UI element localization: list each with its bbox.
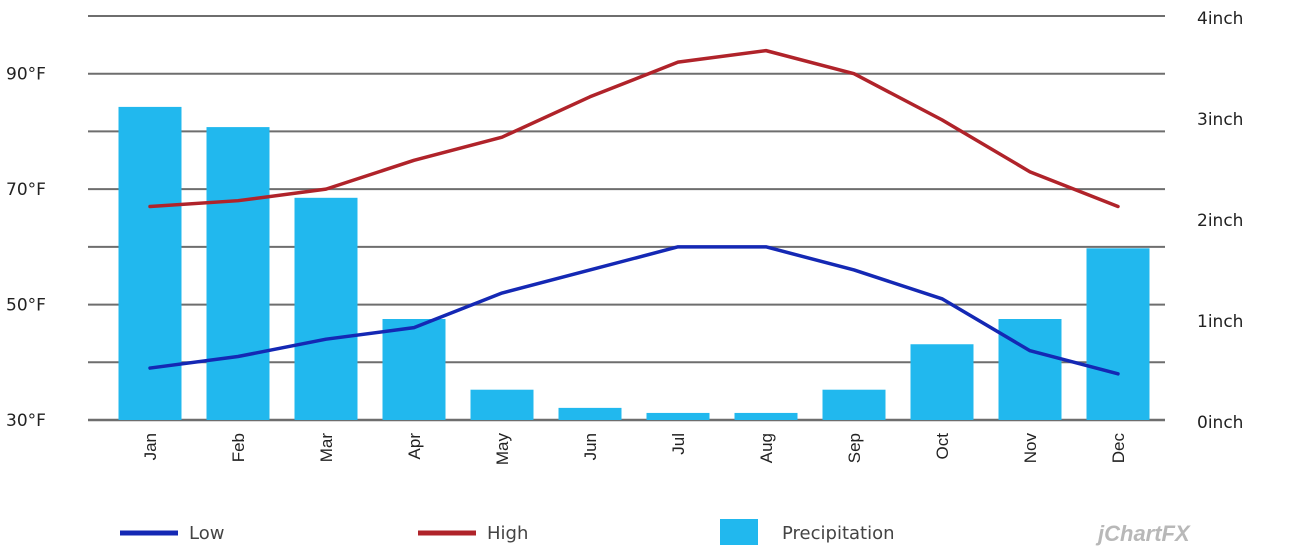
temperature-lines — [148, 48, 1120, 376]
bar-precipitation-oct — [910, 344, 974, 420]
line-high — [148, 48, 1120, 209]
x-tick-label: Oct — [933, 433, 952, 460]
x-tick-label: Nov — [1021, 433, 1040, 464]
bar-precipitation-nov — [998, 319, 1062, 420]
left-tick-label: 70°F — [6, 180, 46, 200]
x-tick-label: Dec — [1109, 433, 1128, 464]
left-tick-label: 50°F — [6, 296, 46, 316]
precipitation-bars — [118, 106, 1150, 421]
x-axis-ticks: Jan Feb Mar Apr May Jun Jul Aug Sep Oct Nov Dec — [141, 433, 1128, 466]
legend: Low High Precipitation — [120, 519, 895, 545]
left-tick-label: 30°F — [6, 411, 46, 431]
right-tick-label: 0inch — [1197, 413, 1243, 433]
jchartfx-logo: jChartFX — [1095, 521, 1191, 546]
x-tick-label: May — [493, 433, 512, 466]
bar-precipitation-jun — [558, 407, 622, 420]
right-tick-label: 2inch — [1197, 211, 1243, 231]
bar-precipitation-sep — [822, 389, 886, 420]
bar-precipitation-dec — [1086, 248, 1150, 420]
bar-precipitation-jul — [646, 412, 710, 420]
x-tick-label: Jun — [581, 433, 600, 460]
right-axis-ticks: 0inch 1inch 2inch 3inch 4inch — [1197, 9, 1243, 433]
bar-precipitation-jan — [118, 106, 182, 421]
left-tick-label: 90°F — [6, 65, 46, 85]
legend-label-high: High — [487, 523, 528, 544]
bar-precipitation-mar — [294, 197, 358, 420]
bar-precipitation-apr — [382, 319, 446, 420]
x-tick-label: Apr — [405, 433, 424, 460]
legend-swatch-precipitation — [720, 519, 758, 545]
right-tick-label: 1inch — [1197, 312, 1243, 332]
x-tick-label: Jan — [141, 433, 160, 460]
right-tick-label: 3inch — [1197, 110, 1243, 130]
bar-precipitation-feb — [206, 127, 270, 420]
right-tick-label: 4inch — [1197, 9, 1243, 29]
bar-precipitation-aug — [734, 412, 798, 420]
line-low — [148, 245, 1120, 376]
legend-label-precipitation: Precipitation — [782, 523, 895, 544]
x-tick-label: Jul — [669, 433, 688, 455]
x-tick-label: Aug — [757, 433, 776, 463]
legend-label-low: Low — [189, 523, 224, 544]
bar-precipitation-may — [470, 389, 534, 420]
x-tick-label: Sep — [845, 433, 864, 463]
x-tick-label: Feb — [229, 433, 248, 462]
left-axis-ticks: 30°F 50°F 70°F 90°F — [6, 65, 46, 431]
x-tick-label: Mar — [317, 433, 336, 463]
